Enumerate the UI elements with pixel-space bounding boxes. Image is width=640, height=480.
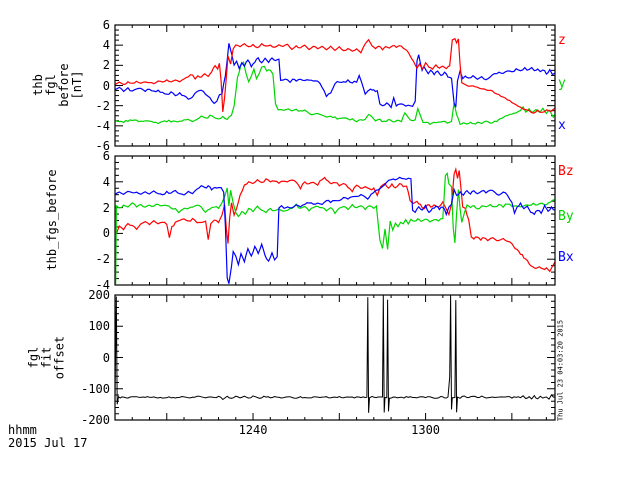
panel-frame-2 bbox=[114, 155, 556, 286]
y-tick-label: 2 bbox=[102, 58, 110, 73]
curve-Bx bbox=[115, 176, 555, 284]
y-tick-label: -6 bbox=[95, 139, 110, 153]
y-tick-label: 4 bbox=[102, 174, 110, 189]
y-tick-label: -2 bbox=[95, 98, 110, 113]
panel2-ylabel: thb_fgs_before bbox=[44, 150, 60, 290]
xaxis-units-label: hhmm bbox=[8, 423, 37, 437]
legend-label-x: x bbox=[558, 118, 566, 133]
y-tick-label: 2 bbox=[102, 200, 110, 215]
curve-z bbox=[115, 37, 555, 114]
panel2-ylabel-line: thb_fgs_before bbox=[44, 169, 59, 271]
y-tick-label: 4 bbox=[102, 38, 110, 53]
legend-label-By: By bbox=[558, 209, 574, 224]
curve-x bbox=[115, 60, 555, 126]
legend-label-y: y bbox=[558, 76, 566, 91]
legend-label-Bz: Bz bbox=[558, 164, 574, 179]
legend-label-z: z bbox=[558, 33, 566, 48]
y-tick-label: 6 bbox=[102, 149, 110, 163]
y-tick-label: 0 bbox=[102, 350, 110, 365]
curve-y bbox=[115, 43, 555, 109]
creation-timestamp: Thu Jul 23 04:03:20 2015 bbox=[556, 319, 565, 422]
panel-frame-3 bbox=[114, 294, 556, 421]
x-tick-label: 1300 bbox=[411, 423, 441, 437]
panel3-ylabel: fgl fit offset bbox=[27, 318, 67, 398]
y-tick-label: -2 bbox=[95, 252, 110, 267]
legend-label-Bx: Bx bbox=[558, 250, 574, 265]
y-tick-label: -4 bbox=[95, 118, 110, 133]
y-tick-label: -4 bbox=[95, 278, 110, 292]
x-tick-label: 1240 bbox=[238, 423, 268, 437]
y-tick-label: 0 bbox=[102, 78, 110, 93]
y-tick-label: -200 bbox=[81, 413, 110, 427]
curve-offset bbox=[115, 295, 555, 413]
curve-Bz bbox=[115, 166, 555, 273]
y-tick-label: 100 bbox=[88, 319, 110, 334]
panel-frame-1 bbox=[114, 24, 556, 147]
y-tick-label: 0 bbox=[102, 226, 110, 241]
xaxis-date-label: 2015 Jul 17 bbox=[8, 436, 88, 450]
curve-By bbox=[115, 171, 555, 284]
y-tick-label: 200 bbox=[88, 288, 110, 302]
y-tick-label: 6 bbox=[102, 18, 110, 32]
y-tick-label: -100 bbox=[81, 381, 110, 396]
